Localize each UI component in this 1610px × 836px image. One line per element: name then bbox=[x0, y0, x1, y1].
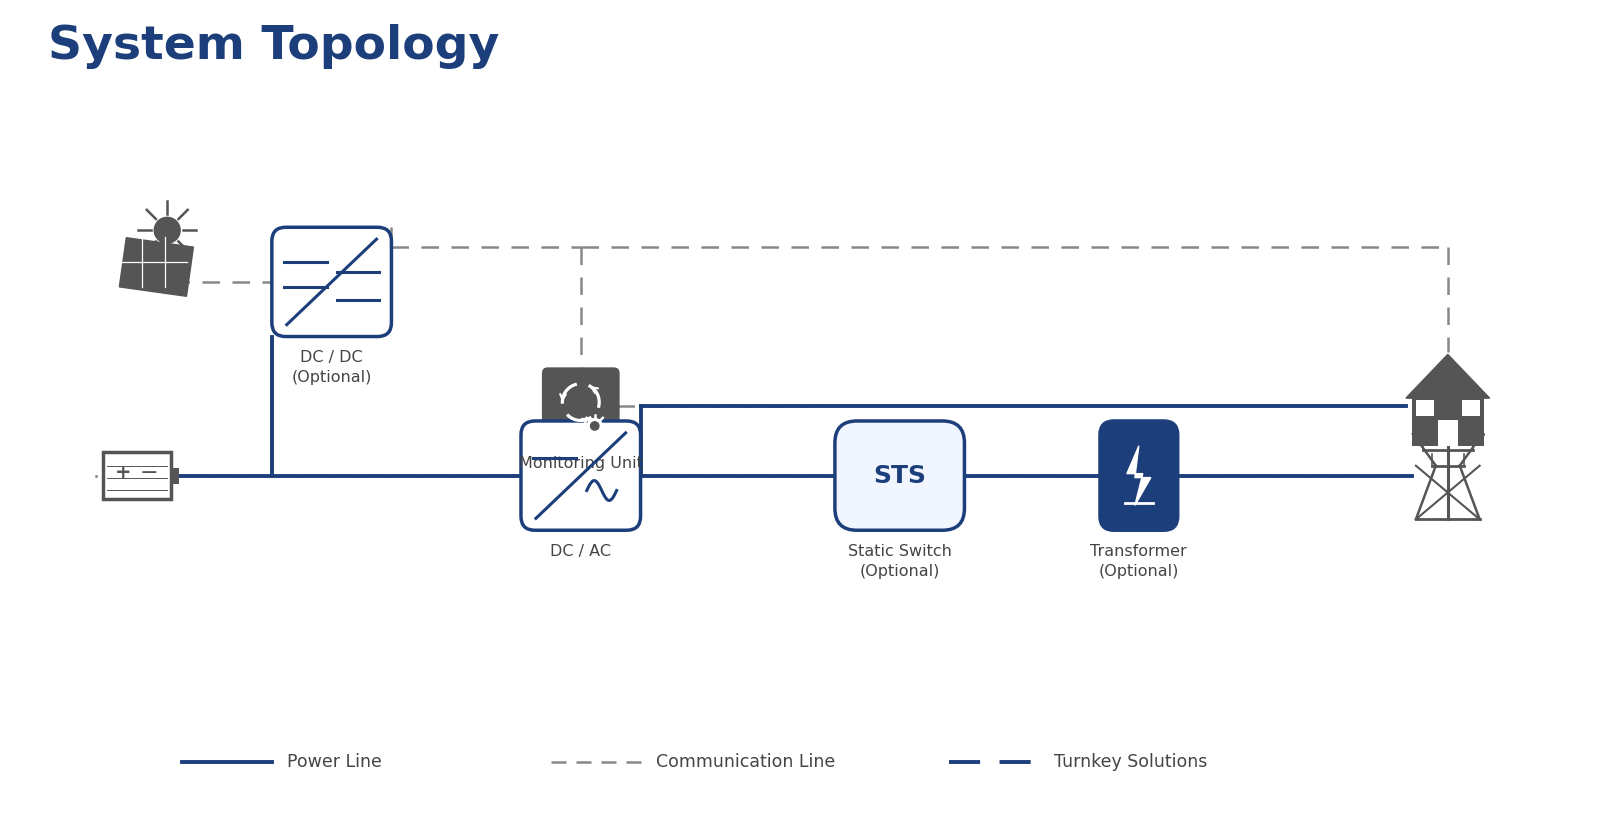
Text: Monitoring Unit: Monitoring Unit bbox=[518, 456, 642, 471]
FancyBboxPatch shape bbox=[836, 421, 964, 530]
Polygon shape bbox=[1406, 354, 1489, 398]
Text: Static Switch
(Optional): Static Switch (Optional) bbox=[848, 544, 952, 579]
Polygon shape bbox=[1127, 446, 1151, 506]
Circle shape bbox=[591, 422, 599, 430]
Text: Transformer
(Optional): Transformer (Optional) bbox=[1090, 544, 1187, 579]
Text: System Topology: System Topology bbox=[48, 23, 499, 69]
FancyBboxPatch shape bbox=[272, 227, 391, 337]
FancyBboxPatch shape bbox=[103, 451, 171, 499]
Text: DC / DC
(Optional): DC / DC (Optional) bbox=[291, 350, 372, 385]
Bar bbox=[1438, 420, 1457, 446]
Bar bbox=[1462, 400, 1480, 416]
Bar bbox=[1412, 396, 1484, 446]
Text: STS: STS bbox=[873, 464, 926, 487]
Text: +: + bbox=[114, 463, 132, 482]
FancyBboxPatch shape bbox=[543, 367, 620, 445]
Text: Communication Line: Communication Line bbox=[655, 752, 834, 771]
Text: Turnkey Solutions: Turnkey Solutions bbox=[1055, 752, 1208, 771]
FancyBboxPatch shape bbox=[1100, 421, 1177, 530]
FancyBboxPatch shape bbox=[522, 421, 641, 530]
Bar bbox=[1415, 400, 1435, 416]
Bar bbox=[119, 237, 193, 296]
Circle shape bbox=[588, 419, 602, 433]
Circle shape bbox=[155, 217, 180, 243]
Text: DC / AC: DC / AC bbox=[551, 544, 612, 559]
Text: −: − bbox=[140, 462, 158, 482]
Text: Power Line: Power Line bbox=[287, 752, 382, 771]
Bar bbox=[171, 467, 179, 483]
